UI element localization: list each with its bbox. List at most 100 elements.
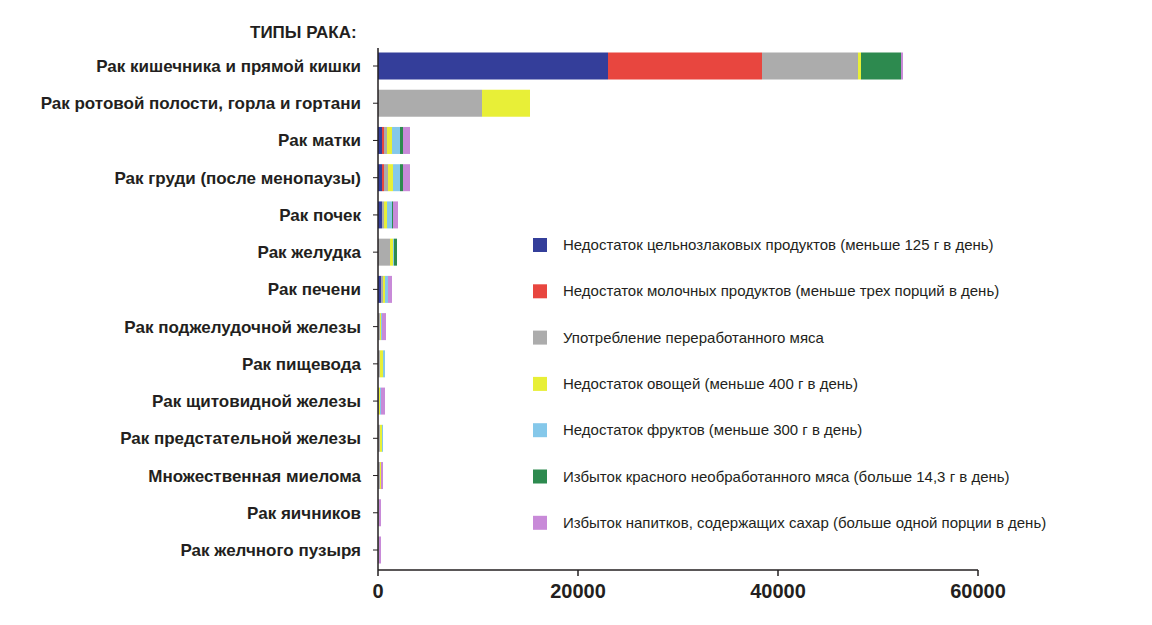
x-tick xyxy=(777,570,779,576)
category-label: Рак поджелудочной железы xyxy=(124,318,361,337)
bar-segment xyxy=(383,276,385,303)
bar-segment xyxy=(382,201,384,228)
bar-segment xyxy=(378,53,608,80)
bar-segment xyxy=(387,127,392,154)
category-label: Рак желчного пузыря xyxy=(181,541,362,560)
bar-segment xyxy=(385,350,386,377)
x-tick-label: 60000 xyxy=(950,580,1006,602)
x-tick xyxy=(377,570,379,576)
legend-label: Употребление переработанного мяса xyxy=(563,329,825,346)
y-tick xyxy=(373,103,378,104)
bar-segment xyxy=(388,276,392,303)
y-tick xyxy=(373,214,378,215)
bar-segment xyxy=(384,164,388,191)
category-label: Рак печени xyxy=(268,280,361,299)
bar-segment xyxy=(390,239,393,266)
legend-label: Недостаток овощей (меньше 400 г в день) xyxy=(563,375,858,392)
bar-segment xyxy=(393,201,398,228)
y-tick xyxy=(373,177,378,178)
category-label: Рак предстательной железы xyxy=(120,429,361,448)
bar-segment xyxy=(530,90,531,117)
bar-segment xyxy=(901,53,903,80)
legend-swatch xyxy=(533,284,547,298)
y-tick xyxy=(373,363,378,364)
bar-segment xyxy=(482,90,530,117)
bar-segment xyxy=(382,127,384,154)
category-label: Рак яичников xyxy=(247,504,361,523)
bar-segment xyxy=(382,313,386,340)
category-label: Рак пищевода xyxy=(242,355,361,374)
bar-segment xyxy=(380,313,381,340)
category-label: Рак матки xyxy=(278,131,361,150)
bar-segment xyxy=(381,462,383,489)
bar-segment xyxy=(385,276,388,303)
bar-segment xyxy=(387,201,392,228)
x-tick xyxy=(977,570,979,576)
y-tick xyxy=(373,401,378,402)
x-tick xyxy=(577,570,579,576)
bar-segment xyxy=(380,350,383,377)
bar-segment xyxy=(608,53,762,80)
bar-segment xyxy=(380,425,382,452)
legend-label: Недостаток фруктов (меньше 300 г в день) xyxy=(563,421,862,438)
bar-segment xyxy=(392,127,400,154)
legend-swatch xyxy=(533,470,547,484)
y-tick xyxy=(373,66,378,67)
bar-segment xyxy=(403,127,410,154)
bar-segment xyxy=(394,239,397,266)
bar-segment xyxy=(383,425,384,452)
bar-segment xyxy=(393,239,394,266)
bar-segment xyxy=(388,164,393,191)
category-label: Рак груди (после менопаузы) xyxy=(114,169,361,188)
category-label: Рак желудка xyxy=(258,243,362,262)
legend-label: Недостаток цельнозлаковых продуктов (мен… xyxy=(563,236,994,253)
bar-segment xyxy=(530,90,531,117)
bar-segment xyxy=(530,90,531,117)
y-axis xyxy=(377,48,379,570)
bar-segment xyxy=(397,239,398,266)
bar-segment xyxy=(380,462,381,489)
bar-segment xyxy=(381,313,382,340)
legend-label: Избыток красного необработанного мяса (б… xyxy=(563,468,1010,485)
y-tick xyxy=(373,550,378,551)
bar-segment xyxy=(380,388,381,415)
bar-segment xyxy=(393,164,400,191)
y-tick xyxy=(373,289,378,290)
x-tick-label: 40000 xyxy=(750,580,806,602)
y-tick xyxy=(373,475,378,476)
y-tick xyxy=(373,252,378,253)
bar-segment xyxy=(384,201,387,228)
category-label: Рак почек xyxy=(279,206,361,225)
bar-segment xyxy=(400,127,403,154)
bar-segment xyxy=(403,164,410,191)
bar-segment xyxy=(762,53,858,80)
bar-segment xyxy=(378,239,390,266)
legend-swatch xyxy=(533,423,547,437)
bar-segment xyxy=(384,127,387,154)
bar-segment xyxy=(400,164,403,191)
legend-swatch xyxy=(533,331,547,345)
legend-swatch xyxy=(533,238,547,252)
bars xyxy=(378,53,903,564)
bar-segment xyxy=(383,425,384,452)
bar-segment xyxy=(382,425,383,452)
category-label: Множественная миелома xyxy=(148,467,361,486)
x-tick-label: 0 xyxy=(372,580,383,602)
bar-segment xyxy=(379,388,380,415)
x-axis xyxy=(378,569,978,571)
y-tick xyxy=(373,438,378,439)
bar-segment xyxy=(379,499,381,526)
category-label: Рак ротовой полости, горла и гортани xyxy=(41,94,361,113)
legend-label: Недостаток молочных продуктов (меньше тр… xyxy=(563,282,999,299)
bar-segment xyxy=(378,90,482,117)
y-tick xyxy=(373,326,378,327)
title: ТИПЫ РАКА: xyxy=(250,23,357,42)
bar-segment xyxy=(385,350,386,377)
bar-segment xyxy=(392,201,393,228)
bar-segment xyxy=(861,53,901,80)
category-label: Рак кишечника и прямой кишки xyxy=(96,57,361,76)
bar-segment xyxy=(383,350,385,377)
bar-segment xyxy=(382,164,384,191)
bar-segment xyxy=(858,53,861,80)
bar-segment xyxy=(381,388,385,415)
